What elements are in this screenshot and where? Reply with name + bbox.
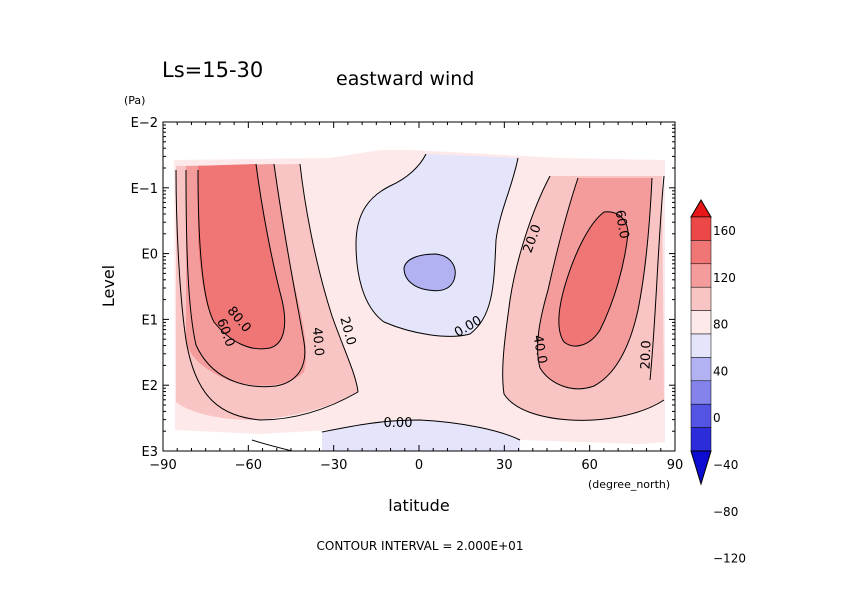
contour-label: 20.0 [336, 315, 358, 347]
contour-line-nh-40 [537, 177, 653, 390]
chart-subtitle: Ls=15-30 [162, 58, 263, 82]
colorbar-tick-label: 40 [713, 364, 728, 378]
contour-line-sh-40 [185, 163, 306, 388]
contour-label: 40.0 [309, 327, 326, 357]
y-units-label: (Pa) [124, 94, 145, 107]
colorbar-tick-label: 120 [713, 271, 736, 285]
y-axis-ticks: E−2 E−1 E0 E1 E2 E3 [131, 116, 675, 460]
colorbar-swatch [690, 263, 712, 288]
colorbar-swatch [690, 310, 712, 335]
contour-lines [175, 153, 665, 451]
colorbar-tick-label: 80 [713, 318, 728, 332]
x-units-label: (degree_north) [588, 478, 670, 491]
contour-line-neg20 [403, 253, 456, 292]
contour-line-bottom-left [251, 439, 293, 451]
shade-sh-60-80 [198, 164, 285, 349]
x-tick-label: −30 [320, 458, 347, 473]
x-tick-label: −90 [149, 458, 176, 473]
colorbar-swatch [690, 403, 712, 428]
contour-label: 60.0 [612, 209, 632, 240]
colorbar-swatch [690, 286, 712, 311]
colorbar-swatch [690, 357, 712, 382]
chart-title: eastward wind [336, 68, 474, 90]
colorbar-swatch [690, 427, 712, 452]
y-tick-label: E3 [142, 445, 159, 460]
contour-line-zero-center [355, 153, 519, 337]
y-axis-label: Level [99, 265, 118, 307]
colorbar-swatch [690, 240, 712, 265]
x-tick-label: 90 [667, 458, 684, 473]
y-tick-label: E−2 [131, 116, 158, 131]
x-tick-label: −60 [235, 458, 262, 473]
y-tick-label: E2 [142, 379, 159, 394]
contour-line-nh-60 [558, 211, 629, 347]
colorbar-top-arrow [690, 199, 712, 218]
colorbar-bottom-arrow [690, 450, 712, 486]
colorbar-tick-label: −40 [713, 458, 738, 472]
colorbar-tick-label: 160 [713, 224, 736, 238]
x-axis-ticks: −90 −60 −30 0 30 60 90 [149, 122, 683, 473]
y-tick-label: E0 [142, 248, 159, 263]
contour-label: 20.0 [639, 340, 655, 369]
shade-neg-bottom [322, 420, 520, 451]
contour-line-zero-bottom [321, 419, 521, 441]
x-axis-label: latitude [388, 496, 449, 515]
y-tick-label: E1 [142, 313, 159, 328]
colorbar-swatch [690, 333, 712, 358]
x-tick-label: 30 [496, 458, 513, 473]
colorbar-tick-label: −80 [713, 505, 738, 519]
x-tick-label: 0 [415, 458, 423, 473]
colorbar-swatch [690, 380, 712, 405]
shade-neg-center [356, 154, 518, 337]
shade-nh-60-80 [558, 211, 628, 346]
colorbar-swatch [690, 216, 712, 241]
contour-label: 0.00 [384, 416, 413, 431]
contour-field: 80.0 60.0 40.0 20.0 0.00 0.00 20.0 40.0 … [174, 150, 665, 451]
y-tick-label: E−1 [131, 182, 158, 197]
contour-line-nh-20 [502, 175, 665, 421]
contour-line-sh-60 [197, 163, 286, 350]
colorbar-tick-label: −120 [713, 552, 746, 566]
shade-neg-core [404, 254, 456, 291]
contour-line-sh-20b [299, 163, 359, 393]
x-tick-label: 60 [581, 458, 598, 473]
colorbar-tick-label: 0 [713, 411, 721, 425]
contour-line-nh-20b [649, 175, 665, 381]
contour-line-sh-20 [175, 169, 359, 421]
contour-interval-note: CONTOUR INTERVAL = 2.000E+01 [317, 539, 524, 553]
contour-label: 40.0 [530, 334, 550, 365]
